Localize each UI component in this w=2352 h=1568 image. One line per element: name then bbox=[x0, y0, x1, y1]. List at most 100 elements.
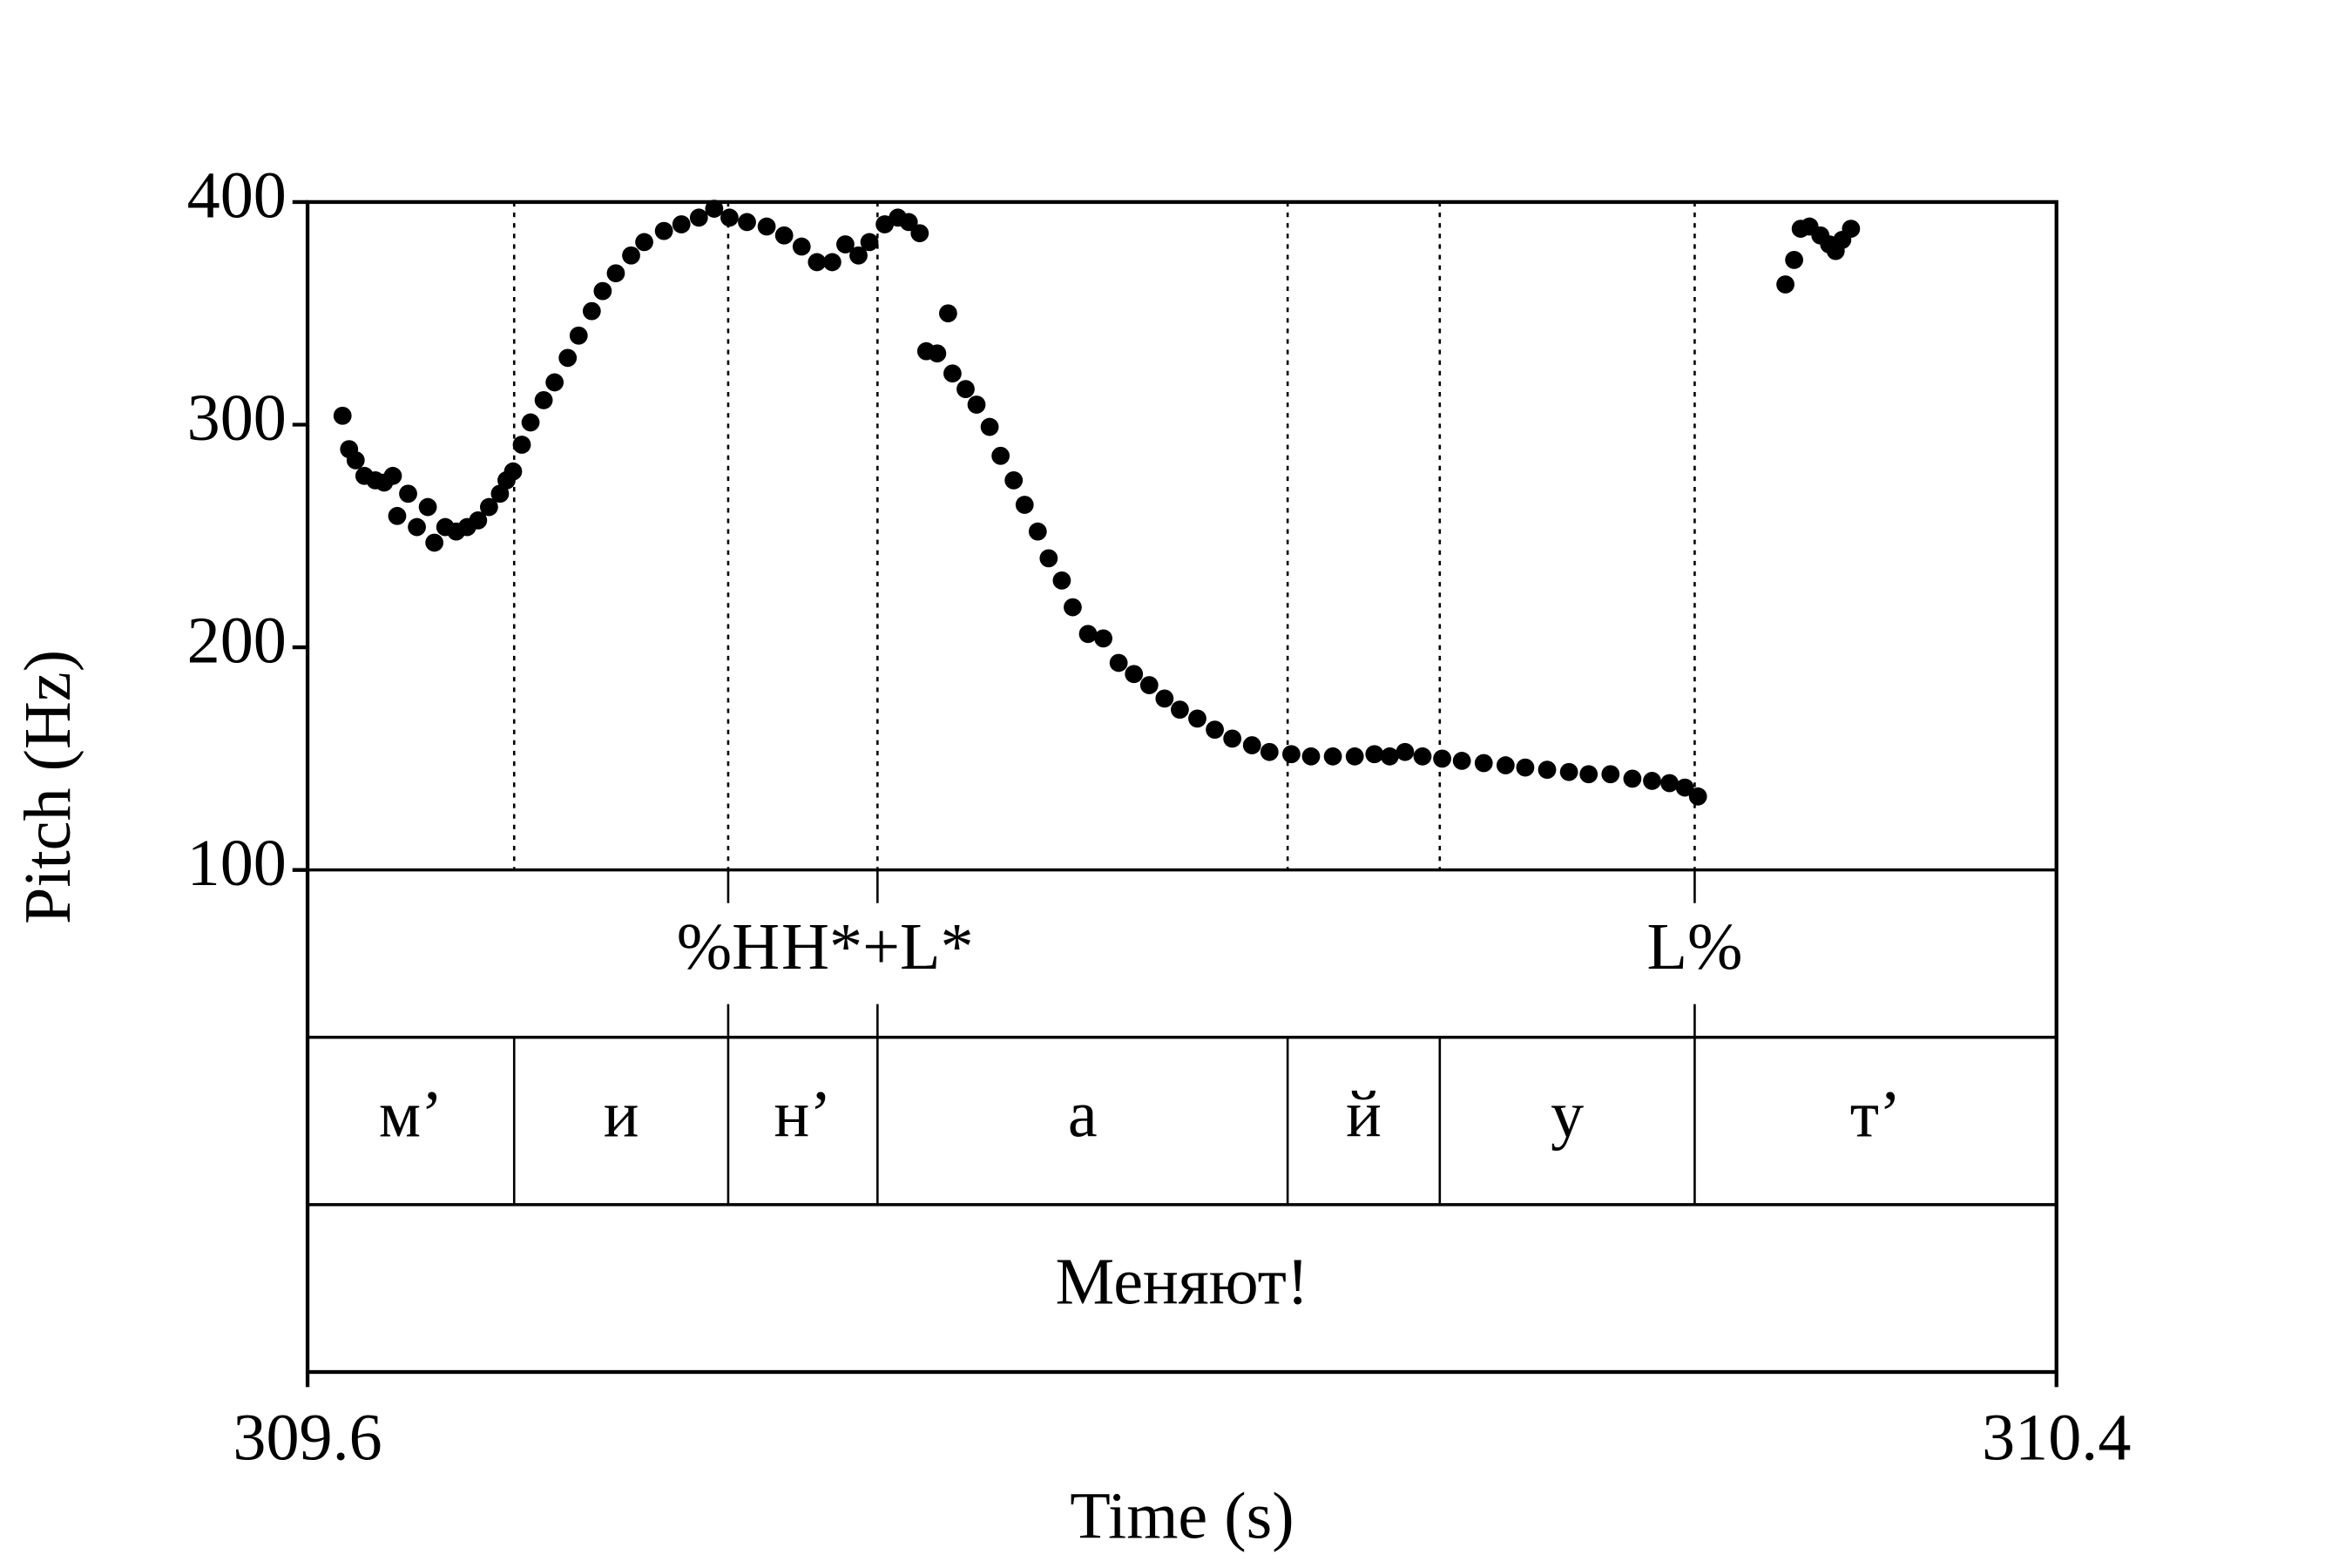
pitch-point bbox=[1171, 700, 1189, 720]
pitch-point bbox=[757, 217, 776, 236]
pitch-point bbox=[408, 517, 426, 537]
pitch-point bbox=[1125, 665, 1144, 684]
pitch-point bbox=[1139, 676, 1159, 694]
pitch-point bbox=[504, 462, 523, 481]
pitch-point bbox=[1365, 745, 1384, 764]
pitch-point bbox=[808, 253, 827, 272]
pitch-point bbox=[943, 364, 962, 383]
y-tick-label: 300 bbox=[187, 382, 287, 455]
pitch-point bbox=[558, 348, 578, 368]
tone-label: %H bbox=[677, 910, 780, 983]
y-tick-label: 100 bbox=[187, 827, 287, 900]
pitch-point bbox=[1579, 765, 1598, 784]
pitch-point bbox=[1380, 747, 1399, 766]
pitch-point bbox=[1109, 653, 1128, 672]
pitch-point bbox=[521, 413, 540, 432]
pitch-point bbox=[705, 199, 724, 218]
pitch-point bbox=[849, 246, 868, 265]
pitch-point bbox=[1601, 765, 1620, 784]
pitch-point bbox=[1155, 689, 1174, 708]
pitch-point bbox=[654, 221, 673, 240]
pitch-point bbox=[346, 451, 365, 470]
pitch-point bbox=[1516, 758, 1535, 777]
y-tick-label: 200 bbox=[187, 605, 287, 678]
pitch-point bbox=[1776, 275, 1794, 294]
pitch-point bbox=[689, 208, 708, 227]
pitch-point bbox=[1188, 709, 1206, 728]
pitch-point bbox=[569, 326, 588, 345]
y-axis-label: Pitch (Hz) bbox=[11, 650, 84, 924]
pitch-point bbox=[1452, 752, 1471, 770]
pitch-point bbox=[606, 264, 625, 283]
pitch-point bbox=[1559, 762, 1578, 781]
segment-label: й bbox=[1346, 1078, 1382, 1151]
segment-label: а bbox=[1068, 1078, 1098, 1151]
pitch-point bbox=[1413, 747, 1432, 766]
pitch-point bbox=[534, 391, 553, 409]
x-tick-label: 309.6 bbox=[233, 1402, 382, 1475]
x-axis-label: Time (s) bbox=[1070, 1480, 1294, 1553]
pitch-point bbox=[1323, 747, 1342, 766]
segment-label: н’ bbox=[774, 1078, 832, 1151]
pitch-point bbox=[1260, 742, 1279, 761]
tone-label: H*+L* bbox=[781, 910, 974, 983]
pitch-point bbox=[1094, 629, 1112, 648]
pitch-point bbox=[967, 395, 986, 414]
pitch-point bbox=[1675, 778, 1694, 797]
pitch-point bbox=[1064, 598, 1082, 617]
pitch-point bbox=[388, 506, 407, 525]
pitch-point bbox=[836, 235, 855, 253]
pitch-point bbox=[512, 436, 531, 454]
pitch-point bbox=[1028, 522, 1047, 541]
pitch-point bbox=[823, 253, 841, 272]
pitch-point bbox=[1242, 736, 1261, 754]
word-label: Меняют! bbox=[1056, 1245, 1309, 1318]
pitch-point bbox=[1643, 772, 1661, 790]
pitch-point bbox=[1433, 749, 1451, 768]
pitch-point bbox=[738, 213, 756, 232]
pitch-point bbox=[545, 373, 564, 392]
pitch-point bbox=[1015, 496, 1034, 514]
pitch-point bbox=[956, 380, 975, 398]
pitch-point bbox=[1223, 729, 1242, 748]
pitch-point bbox=[792, 237, 811, 256]
pitch-point bbox=[899, 213, 918, 232]
pitch-point bbox=[425, 533, 444, 552]
pitch-point bbox=[635, 233, 653, 252]
pitch-point bbox=[980, 417, 999, 436]
pitch-point bbox=[1496, 756, 1515, 774]
pitch-point bbox=[939, 304, 957, 323]
pitch-point bbox=[910, 224, 929, 243]
pitch-point bbox=[1474, 754, 1493, 773]
pitch-point bbox=[1688, 787, 1707, 806]
pitch-point bbox=[672, 215, 691, 233]
pitch-point bbox=[1052, 571, 1071, 590]
pitch-point bbox=[1842, 220, 1861, 238]
segment-label: м’ bbox=[379, 1078, 443, 1151]
pitch-point bbox=[1396, 742, 1415, 761]
pitch-point bbox=[593, 281, 612, 301]
pitch-point bbox=[622, 246, 640, 265]
pitch-point bbox=[928, 344, 947, 363]
plot-frame bbox=[305, 199, 2058, 1375]
tone-label: L% bbox=[1646, 910, 1742, 983]
pitch-point bbox=[720, 208, 739, 227]
pitch-point bbox=[1345, 747, 1364, 766]
pitch-point bbox=[1623, 769, 1642, 788]
pitch-point bbox=[991, 446, 1010, 465]
pitch-point bbox=[1785, 250, 1803, 269]
segment-label: т’ bbox=[1850, 1078, 1902, 1151]
pitch-point bbox=[1660, 774, 1679, 793]
pitch-point bbox=[333, 406, 352, 425]
x-tick-label: 310.4 bbox=[1982, 1402, 2131, 1475]
pitch-point bbox=[1039, 549, 1058, 568]
pitch-point bbox=[774, 226, 794, 245]
segment-label: и bbox=[604, 1078, 639, 1151]
segment-label: у bbox=[1551, 1078, 1584, 1151]
pitch-point bbox=[490, 484, 510, 504]
pitch-point bbox=[1206, 720, 1224, 740]
pitch-point bbox=[1078, 625, 1098, 644]
pitch-point bbox=[582, 301, 601, 321]
pitch-point bbox=[479, 497, 498, 517]
